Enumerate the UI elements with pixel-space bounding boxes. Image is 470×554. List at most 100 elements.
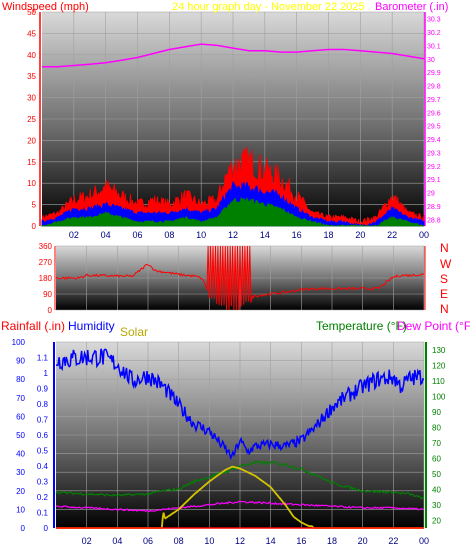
rainfall-y-tick-label: 0.3 — [37, 478, 49, 487]
wind-y-tick-label: 30 — [27, 94, 36, 103]
wind-x-tick-label: 18 — [323, 230, 333, 240]
compass-letter-n-top: N — [440, 241, 449, 255]
humidity-x-tick-label: 12 — [235, 536, 245, 546]
graph-title: 24 hour graph day - November 22 2025 — [172, 1, 365, 13]
wind-y-tick-label: 15 — [27, 158, 36, 167]
barometer-y-tick-label: 29.6 — [427, 110, 441, 117]
rainfall-y-tick-label: 1 — [44, 369, 49, 378]
humidity-y-tick-label: 90 — [16, 357, 25, 366]
wind-x-tick-label: 16 — [292, 230, 302, 240]
barometer-y-tick-label: 29 — [427, 191, 435, 198]
wind-x-tick-label: 14 — [260, 230, 270, 240]
temperature-y-tick-label: 60 — [432, 454, 441, 463]
solar-label: Solar — [120, 325, 149, 339]
barometer-y-tick-label: 28.9 — [427, 204, 441, 211]
temperature-series — [55, 460, 425, 500]
temperature-y-tick-label: 120 — [432, 361, 446, 370]
rainfall-y-tick-label: 0 — [44, 524, 49, 533]
wind-direction-series — [55, 245, 425, 311]
barometer-y-tick-label: 30.1 — [427, 43, 441, 50]
wind-y-tick-label: 20 — [27, 136, 36, 145]
humidity-y-tick-label: 60 — [16, 412, 25, 421]
rainfall-axis-title: Rainfall (.in) — [1, 319, 66, 333]
wind-y-tick-label: 25 — [27, 115, 36, 124]
temperature-y-tick-label: 40 — [432, 485, 441, 494]
humidity-x-tick-label: 22 — [388, 536, 398, 546]
humidity-y-tick-label: 30 — [16, 468, 25, 477]
wind-y-tick-label: 45 — [27, 29, 36, 38]
barometer-y-tick-label: 29.9 — [427, 70, 441, 77]
direction-y-tick-label: 90 — [43, 290, 52, 299]
rainfall-y-tick-label: 0.9 — [37, 385, 49, 394]
barometer-y-tick-label: 30.2 — [427, 30, 441, 37]
humidity-series — [55, 348, 425, 461]
humidity-y-tick-label: 10 — [16, 505, 25, 514]
barometer-y-tick-label: 29.4 — [427, 137, 441, 144]
wind-x-tick-label: 04 — [101, 230, 111, 240]
wind-x-tick-label: 12 — [228, 230, 238, 240]
wind-x-tick-label: 06 — [132, 230, 142, 240]
direction-y-tick-label: 0 — [48, 306, 53, 315]
compass-letter-e: E — [440, 287, 449, 301]
temperature-y-tick-label: 30 — [432, 501, 441, 510]
barometer-y-tick-label: 29.5 — [427, 124, 441, 131]
wind-y-tick-label: 50 — [27, 8, 36, 17]
humidity-y-tick-label: 50 — [16, 431, 25, 440]
wind-y-tick-label: 10 — [27, 179, 36, 188]
wind-x-tick-label: 10 — [196, 230, 206, 240]
rainfall-y-tick-label: 0.8 — [37, 400, 49, 409]
compass-letter-n-bottom: N — [440, 302, 449, 316]
compass-letter-s: S — [440, 272, 449, 286]
rainfall-y-tick-label: 0.7 — [37, 416, 49, 425]
wind-x-tick-label: 22 — [387, 230, 397, 240]
windspeed-axis-title: Windspeed (mph) — [2, 1, 89, 13]
wind-y-tick-label: 5 — [32, 201, 37, 210]
compass-letter-w: W — [440, 257, 452, 271]
humidity-y-tick-label: 80 — [16, 375, 25, 384]
wind-x-tick-label: 02 — [69, 230, 79, 240]
temperature-y-tick-label: 130 — [432, 346, 446, 355]
rainfall-y-tick-label: 0.6 — [37, 431, 49, 440]
wind-y-tick-label: 40 — [27, 51, 36, 60]
humidity-y-tick-label: 0 — [21, 524, 26, 533]
rainfall-y-tick-label: 0.5 — [37, 447, 49, 456]
temperature-y-tick-label: 110 — [432, 377, 445, 386]
barometer-series — [42, 43, 425, 68]
barometer-axis-title: Barometer (.in) — [375, 1, 449, 13]
humidity-axis-title: Humidity — [68, 319, 115, 333]
humidity-y-tick-label: 100 — [12, 338, 26, 347]
rainfall-y-tick-label: 0.1 — [37, 509, 49, 518]
barometer-y-tick-label: 28.8 — [427, 217, 441, 224]
humidity-y-tick-label: 20 — [16, 487, 25, 496]
barometer-y-tick-label: 29.2 — [427, 164, 441, 171]
temperature-y-tick-label: 90 — [432, 408, 441, 417]
wind-x-tick-label: 20 — [355, 230, 365, 240]
barometer-y-tick-label: 29.1 — [427, 177, 441, 184]
temperature-y-tick-label: 70 — [432, 439, 441, 448]
barometer-y-tick-label: 30.3 — [427, 17, 441, 24]
temperature-y-tick-label: 50 — [432, 470, 441, 479]
humidity-y-tick-label: 70 — [16, 394, 25, 403]
wind-y-tick-label: 0 — [32, 222, 37, 231]
temperature-y-tick-label: 20 — [432, 516, 441, 525]
humidity-y-tick-label: 40 — [16, 450, 25, 459]
humidity-x-tick-label: 16 — [296, 536, 306, 546]
wind-y-tick-label: 35 — [27, 72, 36, 81]
rainfall-y-tick-label: 1.1 — [37, 354, 49, 363]
direction-y-tick-label: 270 — [39, 258, 53, 267]
dewpoint-series — [55, 500, 425, 513]
humidity-x-tick-label: 00 — [419, 536, 429, 546]
wind-x-tick-label: 00 — [419, 230, 429, 240]
barometer-y-tick-label: 29.7 — [427, 97, 441, 104]
rainfall-y-tick-label: 0.4 — [37, 462, 49, 471]
barometer-y-tick-label: 29.8 — [427, 84, 441, 91]
dewpoint-axis-title: Dew Point (°F) — [397, 319, 470, 333]
wind-x-tick-label: 08 — [164, 230, 174, 240]
humidity-x-tick-label: 04 — [112, 536, 122, 546]
direction-y-tick-label: 360 — [39, 242, 53, 251]
temperature-axis-title: Temperature (°F) — [316, 319, 407, 333]
direction-y-tick-label: 180 — [39, 274, 53, 283]
humidity-x-tick-label: 02 — [82, 536, 92, 546]
